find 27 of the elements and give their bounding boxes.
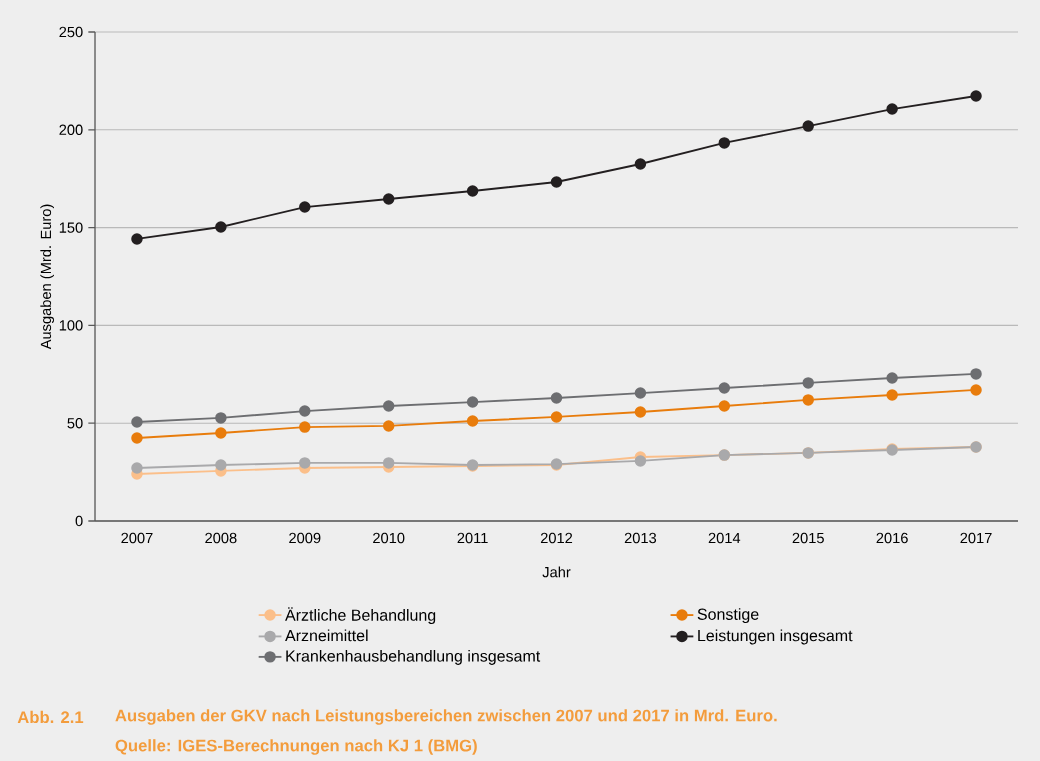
y-tick-label: 250 [59,26,83,38]
x-tick-label: 2014 [708,532,741,544]
x-tick-label: 2011 [457,532,488,544]
legend-label: Ärztliche Behandlung [285,607,436,624]
x-tick-label: 2016 [876,532,908,544]
legend-label: Krankenhausbehandlung insgesamt [286,649,541,665]
text: Ausgaben der GKV nach Leistungsbereichen zwischen 2007 und 2017 in Mrd. Euro. [115,709,777,725]
y-tick-label: 150 [59,222,83,233]
x-tick-label: 2015 [792,532,824,544]
caption: Abb. 2.1 [17,710,84,724]
x-tick-label: 2013 [624,532,657,544]
x-axis-title: Jahr [542,566,571,578]
y-tick-label: 0 [75,515,83,527]
y-tick-label: 200 [59,124,83,135]
x-tick-label: 2010 [373,532,405,544]
x-tick-label: 2017 [960,532,992,544]
y-tick-label: 100 [59,320,83,331]
x-tick-label: 2007 [121,532,153,544]
x-tick-label: 2012 [540,532,573,544]
x-tick-label: 2008 [205,532,237,544]
legend-label: Sonstige [697,608,759,624]
x-tick-label: 2009 [289,532,321,544]
legend-label: Arzneimittel [285,629,368,642]
y-axis-title: Ausgaben (Mrd. Euro) [40,204,54,350]
source-note: Quelle: IGES-Berechnungen nach KJ 1 (BMG) [115,739,477,755]
y-tick-label: 50 [67,418,83,429]
legend-label: Leistungen insgesamt [698,629,853,645]
